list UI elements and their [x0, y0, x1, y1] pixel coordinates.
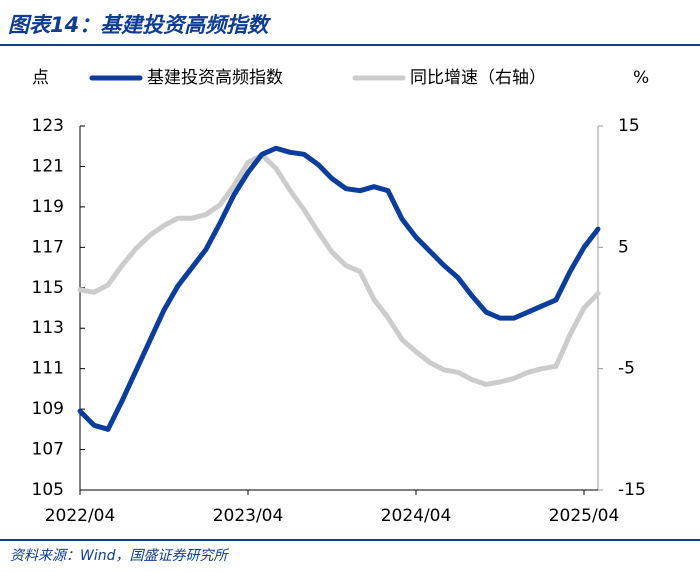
y-tick-label: 121 — [32, 156, 64, 176]
source: 资料来源：Wind，国盛证券研究所 — [10, 548, 229, 564]
y-tick-label: 111 — [32, 359, 64, 379]
chart-title: 图表14：基建投资高频指数 — [8, 13, 271, 37]
y2-tick-label: -15 — [618, 480, 646, 500]
y2-tick-label: 15 — [618, 116, 640, 136]
y-tick-label: 119 — [32, 197, 64, 217]
series-line — [77, 145, 601, 432]
x-tick-label: 2025/04 — [549, 506, 620, 526]
y-tick-label: 117 — [32, 237, 64, 257]
x-tick-label: 2024/04 — [381, 506, 452, 526]
legend-label: 基建投资高频指数 — [147, 68, 283, 88]
x-tick-label: 2022/04 — [45, 506, 116, 526]
y2-tick-label: -5 — [618, 359, 635, 379]
y-tick-label: 107 — [32, 440, 64, 460]
y2-tick-label: 5 — [618, 237, 629, 257]
x-tick-label: 2023/04 — [213, 506, 284, 526]
series-line — [77, 152, 601, 387]
y-tick-label: 105 — [32, 480, 64, 500]
y-unit: 点 — [32, 68, 49, 88]
y-tick-label: 123 — [32, 116, 64, 136]
y-tick-label: 113 — [32, 318, 64, 338]
legend-label: 同比增速（右轴） — [410, 68, 546, 88]
y-tick-label: 115 — [32, 278, 64, 298]
y-tick-label: 109 — [32, 399, 64, 419]
y2-unit: % — [633, 68, 649, 88]
